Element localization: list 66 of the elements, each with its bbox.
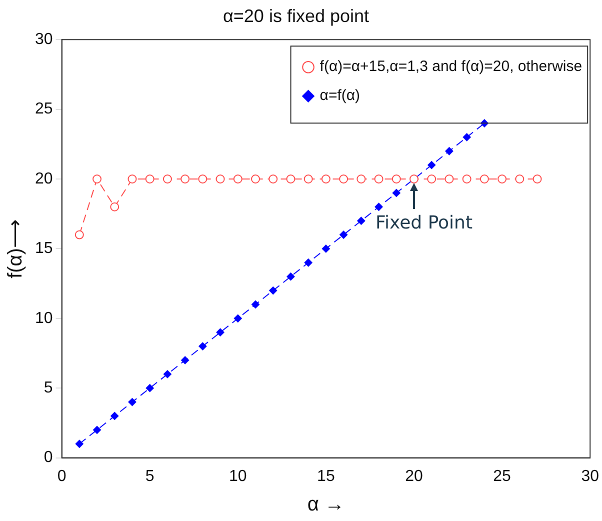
y-axis-title: f(α)⟶: [4, 218, 27, 278]
point: [462, 133, 471, 142]
annotation: Fixed Point: [375, 212, 473, 234]
point: [498, 174, 507, 184]
point: [462, 174, 472, 184]
point: [445, 147, 454, 156]
y-tick-label: 15: [35, 240, 53, 258]
point: [110, 412, 119, 420]
point: [162, 174, 172, 184]
point: [356, 174, 366, 184]
point: [198, 342, 207, 350]
point: [268, 174, 278, 184]
point: [532, 174, 542, 184]
x-tick-label: 30: [581, 468, 600, 485]
x-axis-title: α →: [307, 494, 345, 516]
point: [251, 174, 260, 184]
y-tick-label: 10: [35, 310, 53, 327]
x-tick-label: 15: [317, 468, 335, 485]
point: [515, 174, 524, 184]
legend-label: α=f(α): [320, 87, 360, 104]
point: [163, 370, 172, 378]
y-tick-label: 5: [44, 380, 53, 397]
y-tick-label: 0: [44, 449, 53, 466]
point: [216, 328, 224, 336]
point: [128, 174, 137, 184]
x-tick-label: 20: [405, 468, 423, 485]
chart-title: α=20 is fixed point: [223, 6, 369, 26]
point: [252, 300, 260, 308]
legend-label: f(α)=α+15,α=1,3 and f(α)=20, otherwise: [320, 58, 582, 76]
x-tick-label: 0: [57, 468, 66, 485]
point: [180, 174, 190, 184]
y-tick-label: 30: [35, 31, 53, 48]
point: [110, 202, 120, 212]
y-tick-label: 25: [35, 100, 53, 118]
point: [234, 314, 242, 322]
point: [92, 174, 102, 184]
x-tick-label: 25: [493, 468, 512, 485]
point: [322, 244, 330, 253]
point: [321, 174, 330, 184]
point: [198, 174, 208, 184]
point: [428, 161, 436, 170]
point: [392, 188, 400, 197]
point: [374, 174, 384, 184]
point: [75, 440, 84, 448]
point: [93, 426, 102, 434]
point: [146, 384, 154, 392]
point: [357, 216, 366, 225]
point: [374, 202, 383, 211]
point: [340, 230, 348, 239]
point: [427, 174, 436, 184]
point: [304, 174, 313, 184]
point: [128, 398, 136, 406]
y-tick-label: 20: [35, 170, 53, 188]
point: [304, 258, 312, 267]
point: [444, 174, 454, 184]
x-tick-label: 5: [145, 468, 154, 485]
point: [181, 356, 190, 364]
point: [216, 174, 225, 184]
point: [286, 272, 295, 281]
point: [145, 174, 154, 184]
point: [392, 174, 401, 184]
point: [233, 174, 242, 184]
point: [269, 286, 278, 295]
point: [480, 174, 489, 184]
x-tick-label: 10: [229, 468, 247, 485]
point: [74, 230, 84, 240]
